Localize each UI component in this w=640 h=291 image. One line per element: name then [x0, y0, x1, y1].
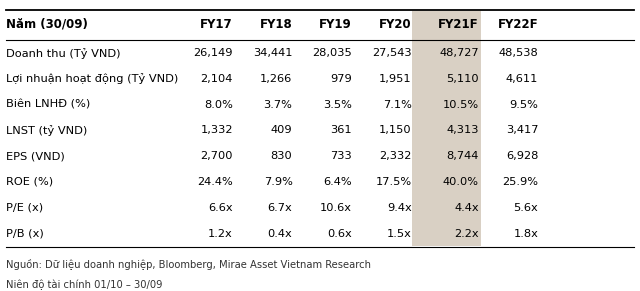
Text: 1.5x: 1.5x: [387, 228, 412, 239]
Text: 5.6x: 5.6x: [513, 203, 538, 213]
Text: FY22F: FY22F: [498, 17, 538, 31]
Text: 9.4x: 9.4x: [387, 203, 412, 213]
Bar: [412, 11, 481, 246]
Text: 24.4%: 24.4%: [197, 177, 233, 187]
Text: 4,611: 4,611: [506, 74, 538, 84]
Text: 25.9%: 25.9%: [502, 177, 538, 187]
Text: 5,110: 5,110: [446, 74, 479, 84]
Text: 0.4x: 0.4x: [268, 228, 292, 239]
Text: FY19: FY19: [319, 17, 352, 31]
Text: 8.0%: 8.0%: [204, 100, 233, 110]
Text: 6,928: 6,928: [506, 151, 538, 161]
Text: 4,313: 4,313: [446, 125, 479, 135]
Text: 1,266: 1,266: [260, 74, 292, 84]
Text: 3.7%: 3.7%: [264, 100, 292, 110]
Text: 8,744: 8,744: [446, 151, 479, 161]
Text: 6.6x: 6.6x: [209, 203, 233, 213]
Text: 3,417: 3,417: [506, 125, 538, 135]
Text: FY20: FY20: [379, 17, 412, 31]
Text: EPS (VND): EPS (VND): [6, 151, 65, 161]
Text: 1,150: 1,150: [379, 125, 412, 135]
Text: 7.9%: 7.9%: [264, 177, 292, 187]
Text: P/E (x): P/E (x): [6, 203, 44, 213]
Text: FY17: FY17: [200, 17, 233, 31]
Text: 2,700: 2,700: [200, 151, 233, 161]
Text: Năm (30/09): Năm (30/09): [6, 17, 88, 31]
Text: 2,104: 2,104: [200, 74, 233, 84]
Text: 10.6x: 10.6x: [320, 203, 352, 213]
Text: 1,332: 1,332: [200, 125, 233, 135]
Text: 0.6x: 0.6x: [327, 228, 352, 239]
Text: 733: 733: [330, 151, 352, 161]
Text: Lợi nhuận hoạt động (Tỷ VND): Lợi nhuận hoạt động (Tỷ VND): [6, 73, 179, 84]
Text: 7.1%: 7.1%: [383, 100, 412, 110]
Text: P/B (x): P/B (x): [6, 228, 44, 239]
Text: 979: 979: [330, 74, 352, 84]
Text: FY18: FY18: [260, 17, 292, 31]
Text: 34,441: 34,441: [253, 48, 292, 58]
Text: 1,951: 1,951: [379, 74, 412, 84]
Text: LNST (tỷ VND): LNST (tỷ VND): [6, 125, 88, 136]
Text: 6.4%: 6.4%: [323, 177, 352, 187]
Text: 48,538: 48,538: [499, 48, 538, 58]
Text: FY21F: FY21F: [438, 17, 479, 31]
Text: 17.5%: 17.5%: [376, 177, 412, 187]
Text: 9.5%: 9.5%: [509, 100, 538, 110]
Text: 3.5%: 3.5%: [323, 100, 352, 110]
Text: Niên độ tài chính 01/10 – 30/09: Niên độ tài chính 01/10 – 30/09: [6, 280, 163, 290]
Text: 4.4x: 4.4x: [454, 203, 479, 213]
Text: 48,727: 48,727: [439, 48, 479, 58]
Text: Nguồn: Dữ liệu doanh nghiệp, Bloomberg, Mirae Asset Vietnam Research: Nguồn: Dữ liệu doanh nghiệp, Bloomberg, …: [6, 259, 371, 270]
Text: 361: 361: [330, 125, 352, 135]
Text: 26,149: 26,149: [193, 48, 233, 58]
Text: 10.5%: 10.5%: [443, 100, 479, 110]
Text: 1.2x: 1.2x: [208, 228, 233, 239]
Text: Biên LNHĐ (%): Biên LNHĐ (%): [6, 100, 91, 110]
Text: 830: 830: [271, 151, 292, 161]
Text: 27,543: 27,543: [372, 48, 412, 58]
Text: Doanh thu (Tỷ VND): Doanh thu (Tỷ VND): [6, 48, 121, 58]
Text: 6.7x: 6.7x: [268, 203, 292, 213]
Text: 409: 409: [271, 125, 292, 135]
Text: 28,035: 28,035: [312, 48, 352, 58]
Text: 2,332: 2,332: [379, 151, 412, 161]
Text: 2.2x: 2.2x: [454, 228, 479, 239]
Text: 40.0%: 40.0%: [443, 177, 479, 187]
Text: ROE (%): ROE (%): [6, 177, 54, 187]
Text: 1.8x: 1.8x: [513, 228, 538, 239]
